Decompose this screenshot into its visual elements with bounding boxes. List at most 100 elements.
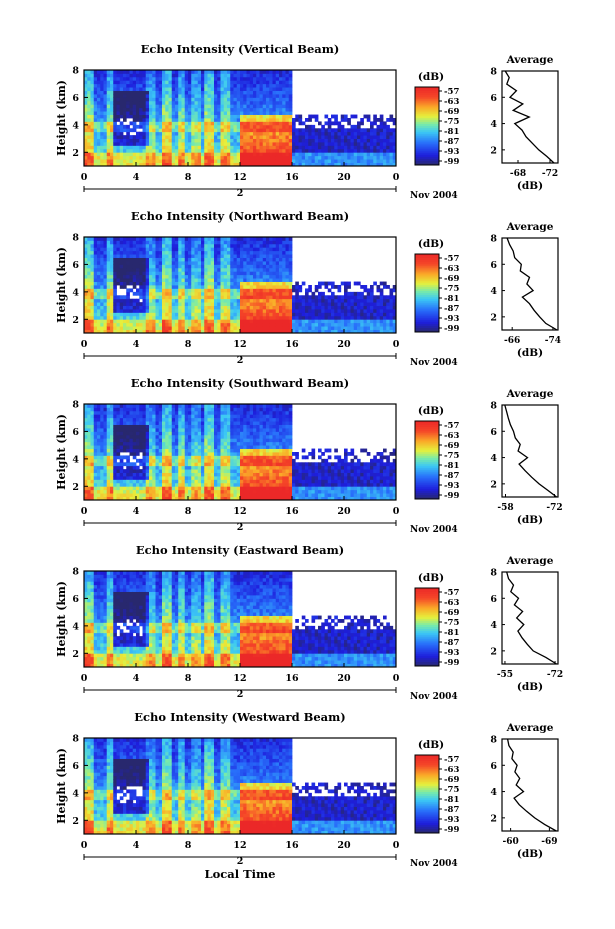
heatmap-cell	[126, 486, 130, 491]
heatmap-cell	[327, 288, 332, 293]
heatmap-cell	[253, 267, 257, 272]
heatmap-cell	[230, 94, 234, 98]
heatmap-cell	[113, 431, 117, 436]
heatmap-cell	[145, 70, 150, 74]
heatmap-cell	[191, 322, 195, 327]
heatmap-cell	[93, 247, 98, 252]
heatmap-cell	[171, 243, 176, 248]
heatmap-cell	[227, 326, 231, 330]
heatmap-cell	[175, 162, 179, 167]
heatmap-cell	[318, 302, 322, 306]
heatmap-cell	[230, 80, 234, 85]
heatmap-cell	[194, 162, 199, 167]
heatmap-cell	[87, 121, 91, 126]
heatmap-cell	[253, 315, 257, 320]
heatmap-cell	[249, 237, 254, 241]
heatmap-cell	[230, 114, 234, 119]
heatmap-cell	[87, 315, 91, 320]
heatmap-cell	[321, 142, 325, 146]
heatmap-cell	[152, 237, 156, 241]
heatmap-cell	[207, 250, 212, 255]
heatmap-cell	[262, 250, 267, 255]
heatmap-cell	[100, 326, 104, 330]
heatmap-cell	[370, 288, 374, 293]
profile-line	[504, 70, 555, 164]
heatmap-cell	[201, 73, 205, 78]
heatmap-cell	[145, 87, 150, 91]
heatmap-cell	[210, 288, 215, 293]
heatmap-cell	[256, 267, 260, 272]
heatmap-cell	[272, 159, 277, 163]
heatmap-cell	[116, 479, 121, 484]
heatmap-cell	[110, 407, 114, 412]
heatmap-cell	[181, 114, 186, 119]
heatmap-cell	[282, 70, 286, 74]
heatmap-cell	[266, 254, 270, 258]
heatmap-cell	[97, 142, 101, 146]
heatmap-cell	[269, 243, 273, 248]
heatmap-cell	[379, 291, 384, 296]
heatmap-cell	[171, 271, 176, 276]
heatmap-cell	[84, 445, 88, 449]
heatmap-cell	[389, 138, 394, 143]
heatmap-cell	[87, 298, 91, 303]
heatmap-cell	[158, 152, 163, 157]
y-tick-label: 2	[72, 148, 79, 159]
heatmap-cell	[243, 70, 247, 74]
heatmap-cell	[155, 257, 160, 262]
heatmap-cell	[149, 83, 153, 88]
heatmap-cell	[110, 404, 114, 408]
heatmap-cell	[282, 145, 286, 150]
heatmap-cell	[373, 152, 377, 157]
heatmap-cell	[253, 257, 257, 262]
heatmap-cell	[389, 319, 394, 324]
heatmap-cell	[103, 145, 108, 150]
heatmap-cell	[103, 97, 108, 102]
heatmap-cell	[126, 97, 130, 102]
heatmap-cell	[142, 261, 147, 265]
heatmap-cell	[168, 104, 173, 109]
heatmap-cell	[113, 152, 117, 157]
heatmap-cell	[110, 142, 114, 146]
heatmap-cell	[285, 267, 290, 272]
heatmap-cell	[249, 114, 254, 119]
heatmap-cell	[126, 295, 130, 300]
heatmap-cell	[233, 240, 238, 245]
heatmap-cell	[165, 326, 169, 330]
colorbar-segment	[415, 104, 439, 107]
heatmap-cell	[126, 243, 130, 248]
heatmap-cell	[165, 309, 169, 313]
heatmap-cell	[324, 145, 329, 150]
heatmap-cell	[266, 73, 270, 78]
heatmap-cell	[370, 152, 374, 157]
heatmap-cell	[126, 434, 130, 439]
heatmap-cell	[370, 131, 374, 136]
heatmap-cell	[262, 87, 267, 91]
heatmap-cell	[188, 76, 192, 81]
heatmap-cell	[285, 237, 290, 241]
heatmap-cell	[214, 100, 218, 105]
heatmap-cell	[90, 135, 95, 139]
x-tick-label: 0	[81, 172, 88, 183]
heatmap-cell	[162, 298, 166, 303]
heatmap-cell	[149, 254, 153, 258]
heatmap-cell	[256, 250, 260, 255]
heatmap-cell	[243, 83, 247, 88]
heatmap-cell	[285, 70, 290, 74]
heatmap-cell	[266, 295, 270, 300]
heatmap-cell	[298, 298, 303, 303]
colorbar-segment	[415, 271, 439, 274]
heatmap-cell	[129, 493, 134, 497]
heatmap-cell	[110, 295, 114, 300]
heatmap-cell	[116, 445, 121, 449]
heatmap-cell	[184, 237, 189, 241]
heatmap-cell	[282, 274, 286, 279]
heatmap-cell	[279, 291, 283, 296]
heatmap-cell	[353, 159, 358, 163]
heatmap-cell	[126, 70, 130, 74]
heatmap-cell	[162, 100, 166, 105]
heatmap-cell	[123, 281, 127, 286]
heatmap-cell	[272, 118, 277, 122]
heatmap-cell	[97, 247, 101, 252]
